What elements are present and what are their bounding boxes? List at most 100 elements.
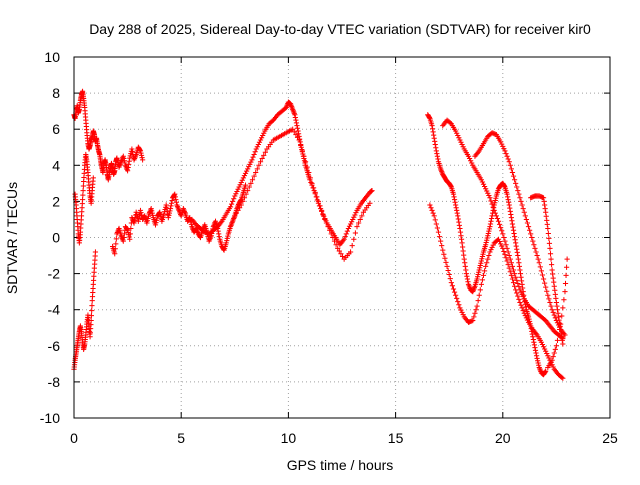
data-point xyxy=(535,360,541,366)
data-point xyxy=(317,203,323,209)
data-point xyxy=(479,277,486,283)
data-point xyxy=(518,198,524,204)
data-point xyxy=(518,278,525,284)
data-point xyxy=(166,210,173,216)
data-point xyxy=(464,273,470,279)
data-point xyxy=(346,223,353,229)
data-point xyxy=(481,183,488,190)
data-point xyxy=(552,346,558,353)
x-tick-label: 5 xyxy=(177,430,185,446)
data-point xyxy=(560,341,566,347)
data-point xyxy=(144,218,151,224)
data-point xyxy=(157,209,163,215)
data-point xyxy=(533,353,540,359)
data-point xyxy=(463,267,469,273)
data-point xyxy=(168,200,175,206)
data-point xyxy=(554,337,561,343)
data-point xyxy=(231,196,237,202)
data-point xyxy=(495,218,502,224)
data-point xyxy=(344,228,350,234)
data-point xyxy=(131,217,138,223)
y-tick-label: 6 xyxy=(52,121,60,137)
data-point xyxy=(523,216,529,223)
data-point xyxy=(522,312,528,319)
data-point xyxy=(494,215,501,222)
data-point xyxy=(479,253,486,260)
data-point xyxy=(256,139,263,145)
data-point xyxy=(517,195,523,201)
data-point xyxy=(121,155,127,162)
data-point xyxy=(432,141,438,148)
data-point xyxy=(524,220,531,226)
data-point xyxy=(307,175,313,181)
data-point xyxy=(476,292,482,298)
data-point xyxy=(498,224,504,231)
data-point xyxy=(455,216,461,222)
data-point xyxy=(169,197,175,204)
data-point xyxy=(530,238,536,244)
series-track-a xyxy=(71,88,146,183)
data-point xyxy=(501,146,507,152)
data-point xyxy=(339,253,346,260)
data-point xyxy=(487,221,494,227)
data-point xyxy=(505,261,511,268)
data-point xyxy=(477,262,483,269)
data-point xyxy=(250,154,256,160)
data-point xyxy=(457,137,463,143)
data-point xyxy=(435,156,441,162)
data-point xyxy=(503,255,509,261)
data-point xyxy=(188,221,194,228)
data-point xyxy=(510,280,517,286)
data-point xyxy=(515,256,521,262)
data-point xyxy=(126,158,132,164)
data-point xyxy=(230,198,236,204)
data-point xyxy=(486,228,492,234)
data-point xyxy=(479,179,486,185)
data-point xyxy=(233,191,239,197)
data-point xyxy=(125,168,131,174)
data-point xyxy=(496,238,503,245)
data-point xyxy=(548,261,555,268)
data-point xyxy=(432,217,438,223)
data-point xyxy=(511,230,517,237)
data-point xyxy=(343,231,349,237)
data-point xyxy=(428,205,434,211)
data-point xyxy=(88,312,95,319)
data-point xyxy=(154,215,160,221)
data-point xyxy=(127,153,133,159)
data-point xyxy=(301,153,307,159)
data-point xyxy=(550,354,556,360)
data-point xyxy=(553,299,559,306)
data-point xyxy=(517,287,523,293)
data-point xyxy=(353,210,359,216)
data-point xyxy=(249,177,256,183)
data-point xyxy=(546,355,552,361)
data-point xyxy=(505,194,511,200)
data-point xyxy=(246,164,252,170)
data-point xyxy=(248,159,254,165)
data-point xyxy=(167,206,174,212)
data-point xyxy=(563,272,569,279)
data-point xyxy=(456,135,462,141)
data-point xyxy=(503,242,509,248)
data-point xyxy=(517,267,523,273)
data-point xyxy=(506,252,512,259)
data-point xyxy=(483,186,489,192)
data-point xyxy=(490,204,496,210)
data-point xyxy=(294,122,300,129)
data-point xyxy=(448,183,454,189)
x-tick-label: 20 xyxy=(495,430,511,446)
x-tick-label: 15 xyxy=(388,430,404,446)
data-point xyxy=(530,334,536,340)
data-point xyxy=(535,358,541,364)
data-point xyxy=(90,175,96,181)
data-point xyxy=(509,218,515,224)
data-point xyxy=(442,255,448,261)
data-point xyxy=(253,146,259,152)
data-point xyxy=(336,248,342,254)
data-point xyxy=(504,258,510,264)
data-point xyxy=(429,122,435,129)
data-point xyxy=(441,251,447,257)
data-point xyxy=(450,191,457,197)
